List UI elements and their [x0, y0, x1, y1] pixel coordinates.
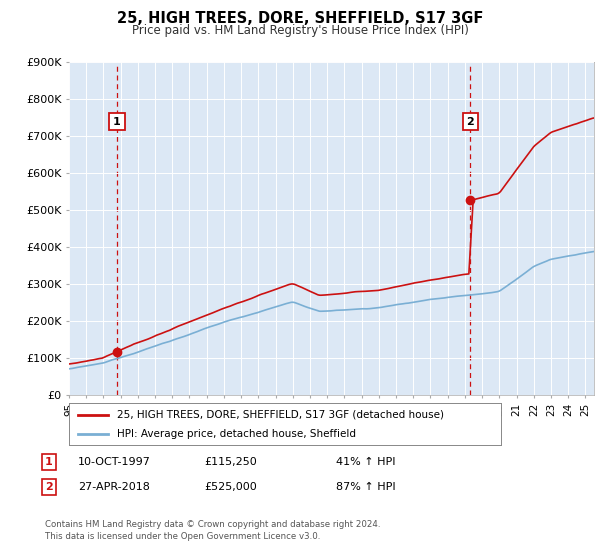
- Text: 1: 1: [45, 457, 53, 467]
- Text: £115,250: £115,250: [204, 457, 257, 467]
- Text: 25, HIGH TREES, DORE, SHEFFIELD, S17 3GF: 25, HIGH TREES, DORE, SHEFFIELD, S17 3GF: [117, 11, 483, 26]
- Text: 2: 2: [45, 482, 53, 492]
- Text: This data is licensed under the Open Government Licence v3.0.: This data is licensed under the Open Gov…: [45, 532, 320, 541]
- Text: 41% ↑ HPI: 41% ↑ HPI: [336, 457, 395, 467]
- Text: HPI: Average price, detached house, Sheffield: HPI: Average price, detached house, Shef…: [116, 429, 356, 439]
- Text: 10-OCT-1997: 10-OCT-1997: [78, 457, 151, 467]
- Text: 25, HIGH TREES, DORE, SHEFFIELD, S17 3GF (detached house): 25, HIGH TREES, DORE, SHEFFIELD, S17 3GF…: [116, 409, 443, 419]
- Text: 87% ↑ HPI: 87% ↑ HPI: [336, 482, 395, 492]
- Text: Price paid vs. HM Land Registry's House Price Index (HPI): Price paid vs. HM Land Registry's House …: [131, 24, 469, 36]
- Text: 2: 2: [467, 116, 474, 127]
- Text: 27-APR-2018: 27-APR-2018: [78, 482, 150, 492]
- Text: 1: 1: [113, 116, 121, 127]
- Text: £525,000: £525,000: [204, 482, 257, 492]
- Text: Contains HM Land Registry data © Crown copyright and database right 2024.: Contains HM Land Registry data © Crown c…: [45, 520, 380, 529]
